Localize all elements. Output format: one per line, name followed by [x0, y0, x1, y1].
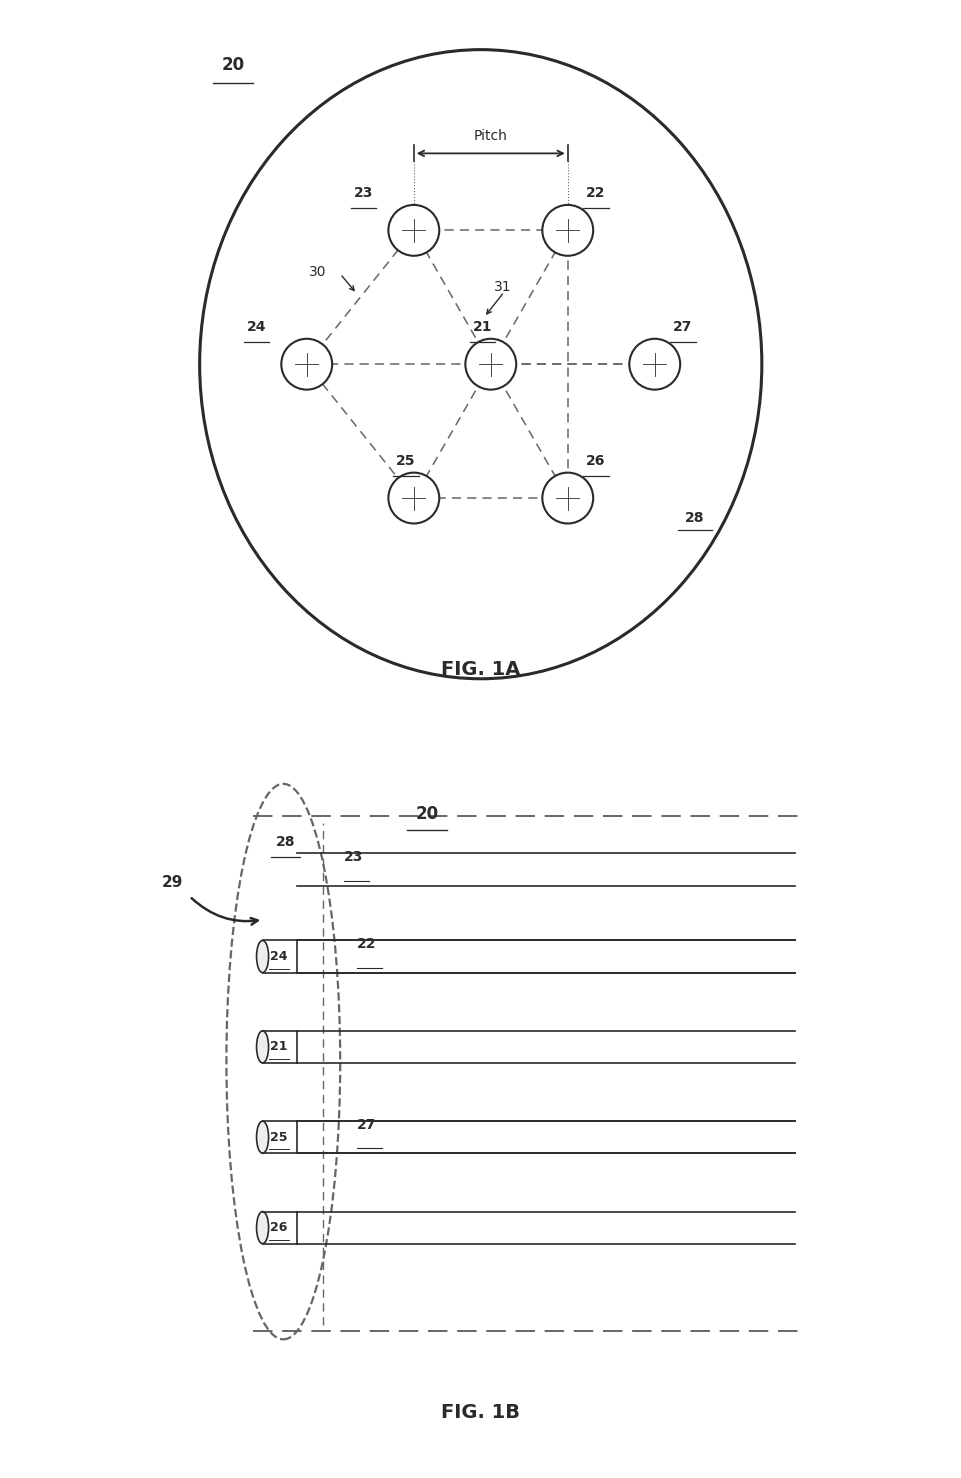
Text: Pitch: Pitch: [474, 130, 507, 143]
Bar: [262, 1212, 297, 1243]
Text: 28: 28: [276, 835, 295, 850]
Ellipse shape: [257, 1212, 268, 1243]
Text: 22: 22: [586, 186, 605, 200]
Text: 24: 24: [270, 950, 287, 964]
Text: FIG. 1B: FIG. 1B: [441, 1403, 520, 1422]
Text: FIG. 1A: FIG. 1A: [441, 659, 520, 678]
Ellipse shape: [257, 1030, 268, 1063]
Circle shape: [388, 473, 439, 523]
Text: 23: 23: [354, 186, 373, 200]
Text: 31: 31: [494, 281, 511, 294]
Text: 25: 25: [270, 1131, 287, 1144]
Text: 30: 30: [309, 265, 327, 279]
Text: 27: 27: [357, 1117, 376, 1132]
Text: 27: 27: [673, 321, 692, 334]
Text: 24: 24: [247, 321, 266, 334]
Text: 25: 25: [396, 454, 415, 469]
Text: 22: 22: [357, 937, 377, 952]
Circle shape: [282, 338, 332, 390]
Circle shape: [542, 473, 593, 523]
Bar: [262, 1122, 297, 1153]
Text: 26: 26: [586, 454, 605, 469]
Text: 21: 21: [270, 1041, 287, 1054]
Bar: [262, 1030, 297, 1063]
Bar: [262, 940, 297, 973]
Circle shape: [542, 205, 593, 256]
Text: 26: 26: [270, 1221, 287, 1234]
Text: 21: 21: [473, 321, 492, 334]
Text: 23: 23: [343, 850, 362, 865]
Text: 28: 28: [685, 511, 704, 525]
Text: 20: 20: [415, 804, 438, 823]
Circle shape: [388, 205, 439, 256]
Ellipse shape: [257, 940, 268, 973]
Ellipse shape: [257, 1122, 268, 1153]
Circle shape: [629, 338, 679, 390]
Text: 20: 20: [221, 56, 244, 74]
Text: 29: 29: [162, 875, 184, 890]
Circle shape: [465, 338, 516, 390]
